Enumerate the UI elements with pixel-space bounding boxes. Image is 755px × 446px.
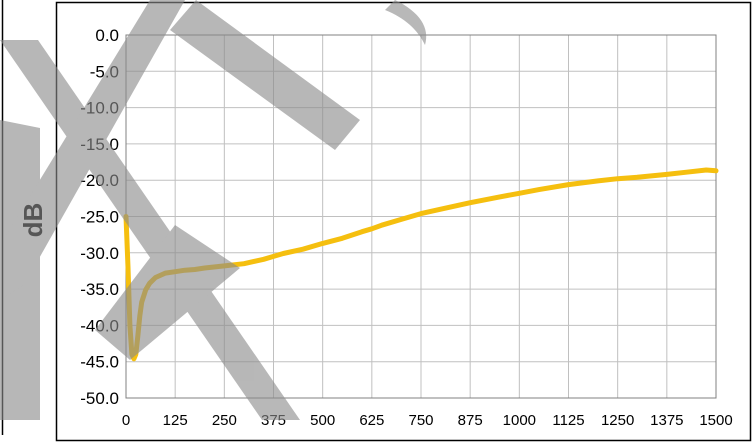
x-tick-label: 1250 [601, 412, 634, 429]
y-tick-label: -45.0 [80, 353, 119, 372]
x-tick-label: 125 [163, 412, 188, 429]
x-tick-label: 750 [408, 412, 433, 429]
x-tick-labels: 0 125 250 375 500 625 750 875 1000 1125 1250 1375 15… [122, 412, 733, 429]
x-tick-label: 1125 [552, 412, 584, 429]
x-tick-label: 0 [122, 412, 130, 429]
x-tick-label: 250 [212, 412, 237, 429]
x-tick-label: 1000 [503, 412, 536, 429]
y-tick-label: -25.0 [80, 208, 119, 227]
watermark-stroke-4 [170, 0, 360, 150]
y-tick-label: 0.0 [95, 26, 119, 45]
y-tick-label: -50.0 [80, 389, 119, 408]
x-tick-label: 500 [310, 412, 335, 429]
x-tick-label: 875 [458, 412, 483, 429]
x-tick-label: 1500 [699, 412, 732, 429]
y-tick-label: -35.0 [80, 280, 119, 299]
watermark [0, 0, 427, 420]
watermark-stroke-5 [385, 0, 427, 45]
watermark-stroke-6 [95, 225, 240, 360]
x-tick-label: 625 [359, 412, 384, 429]
x-tick-label: 1375 [650, 412, 683, 429]
watermark-stroke-3 [0, 0, 185, 300]
y-tick-label: -30.0 [80, 244, 119, 263]
